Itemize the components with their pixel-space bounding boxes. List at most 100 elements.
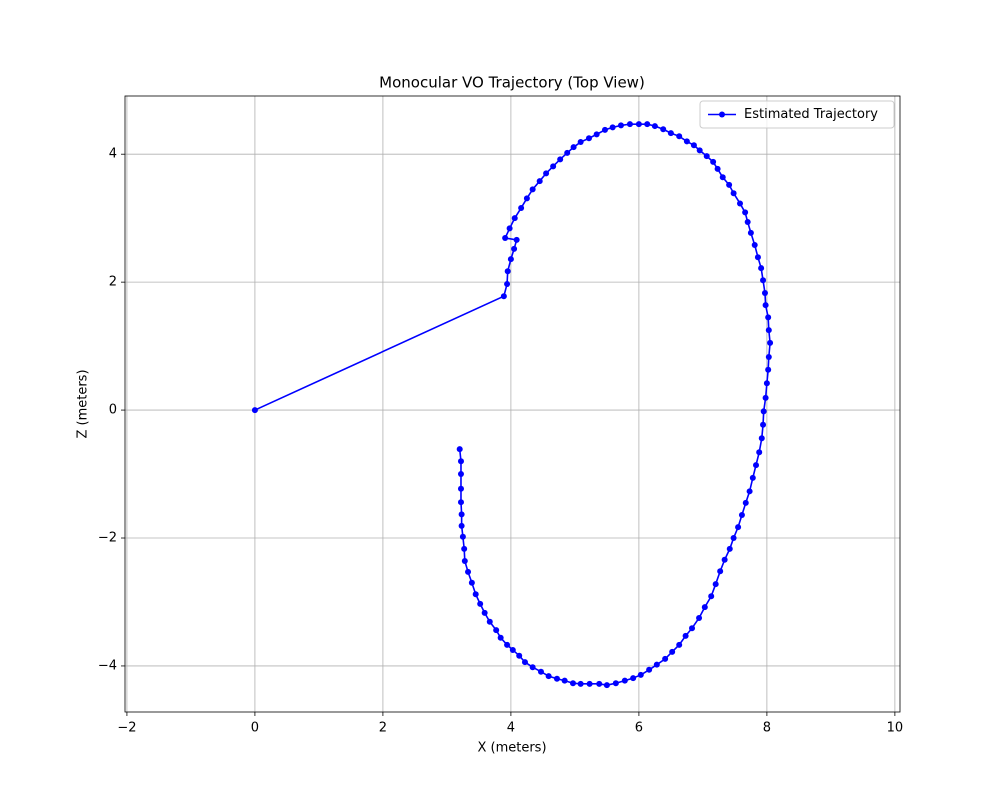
trajectory-point — [751, 242, 758, 249]
trajectory-point — [742, 209, 749, 216]
x-tick-label: 0 — [251, 721, 259, 736]
trajectory-point — [683, 138, 690, 145]
trajectory-point — [523, 195, 530, 202]
trajectory-point — [457, 499, 464, 506]
trajectory-point — [710, 158, 717, 165]
trajectory-point — [570, 144, 577, 151]
trajectory-point — [609, 124, 616, 131]
trajectory-point — [486, 618, 493, 625]
trajectory-point — [712, 581, 719, 588]
legend-marker — [719, 111, 725, 118]
trajectory-point — [461, 545, 468, 552]
trajectory-point — [477, 600, 484, 607]
trajectory-point — [504, 281, 511, 288]
trajectory-point — [765, 314, 772, 321]
trajectory-point — [518, 204, 525, 211]
trajectory-point — [456, 446, 463, 453]
trajectory-point — [545, 673, 552, 680]
trajectory-point — [637, 671, 644, 678]
trajectory-point — [516, 652, 523, 659]
trajectory-point — [767, 339, 774, 346]
chart-title: Monocular VO Trajectory (Top View) — [379, 74, 645, 92]
x-tick-label: 8 — [763, 721, 771, 736]
trajectory-point — [763, 380, 770, 387]
trajectory-point — [760, 408, 767, 415]
trajectory-point — [762, 394, 769, 401]
trajectory-point — [689, 625, 696, 632]
trajectory-point — [760, 421, 767, 428]
trajectory-point — [504, 641, 511, 648]
x-tick-label: −2 — [117, 721, 136, 736]
trajectory-point — [509, 646, 516, 653]
trajectory-point — [601, 126, 608, 133]
trajectory-point — [676, 641, 683, 648]
trajectory-point — [696, 147, 703, 154]
trajectory-point — [758, 265, 765, 272]
trajectory-point — [457, 485, 464, 492]
trajectory-point — [708, 593, 715, 600]
trajectory-point — [676, 133, 683, 140]
trajectory-point — [696, 614, 703, 621]
trajectory-point — [577, 139, 584, 146]
trajectory-point — [468, 579, 475, 586]
trajectory-point — [744, 219, 751, 226]
trajectory-point — [738, 511, 745, 518]
trajectory-point — [569, 680, 576, 687]
plot-frame — [124, 95, 901, 713]
trajectory-point — [511, 245, 518, 252]
legend-label: Estimated Trajectory — [744, 107, 878, 122]
trajectory-point — [742, 499, 749, 506]
x-tick-label: 2 — [379, 721, 387, 736]
trajectory-point — [481, 609, 488, 616]
trajectory-point — [746, 488, 753, 495]
trajectory-point — [617, 122, 624, 129]
y-tick-label: −2 — [98, 531, 117, 546]
trajectory-point — [461, 558, 468, 565]
trajectory-point — [660, 126, 667, 133]
trajectory-point — [251, 407, 258, 414]
trajectory-point — [756, 449, 763, 456]
trajectory-point — [703, 153, 710, 160]
trajectory-point — [612, 680, 619, 687]
trajectory-point — [458, 522, 465, 529]
y-tick-label: 2 — [109, 275, 117, 290]
trajectory-point — [669, 648, 676, 655]
trajectory-point — [603, 682, 610, 689]
y-tick-label: 0 — [109, 403, 117, 418]
trajectory-point — [760, 277, 767, 284]
trajectory-point — [758, 435, 765, 442]
trajectory-point — [761, 290, 768, 297]
trajectory-point — [735, 524, 742, 531]
trajectory-point — [737, 200, 744, 207]
trajectory-point — [719, 174, 726, 181]
trajectory-point — [730, 190, 737, 197]
x-tick-label: 6 — [635, 721, 643, 736]
trajectory-point — [585, 135, 592, 142]
y-tick-label: −4 — [98, 658, 117, 673]
trajectory-point — [536, 178, 543, 185]
trajectory-point — [504, 268, 511, 275]
trajectory-point — [621, 677, 628, 684]
trajectory-point — [765, 366, 772, 373]
trajectory-point — [529, 664, 536, 671]
trajectory-point — [507, 256, 514, 263]
trajectory-point — [553, 675, 560, 682]
trajectory-point — [651, 123, 658, 130]
y-tick-label: 4 — [109, 147, 117, 162]
trajectory-point — [717, 568, 724, 575]
trajectory-point — [459, 533, 466, 540]
trajectory-point — [593, 131, 600, 138]
x-axis-label: X (meters) — [477, 741, 546, 756]
trajectory-point — [472, 591, 479, 598]
trajectory-point — [577, 680, 584, 687]
trajectory-point — [726, 181, 733, 188]
trajectory-point — [765, 327, 772, 334]
trajectory-point — [730, 535, 737, 542]
trajectory-point — [626, 121, 633, 128]
legend-box — [699, 100, 895, 129]
trajectory-point — [506, 225, 513, 232]
trajectory-point — [550, 163, 557, 170]
trajectory-point — [513, 236, 520, 243]
